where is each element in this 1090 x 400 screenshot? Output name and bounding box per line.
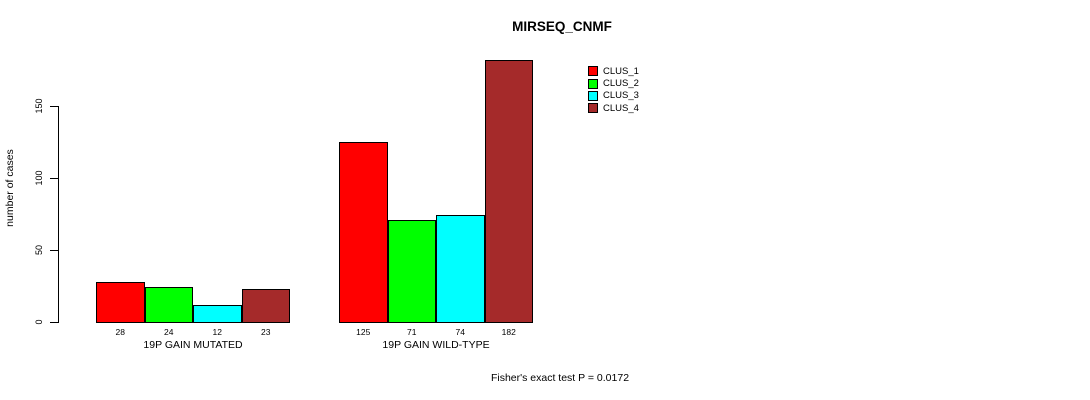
bar-clus_3 (436, 215, 485, 323)
y-axis-label: number of cases (4, 149, 16, 227)
bar-clus_3 (193, 304, 242, 323)
bar-value-label: 12 (212, 327, 222, 337)
bar-value-label: 71 (407, 327, 417, 337)
y-tick-mark (50, 250, 58, 251)
bar-clus_4 (241, 288, 290, 323)
y-tick-mark (50, 178, 58, 179)
legend-label: CLUS_2 (603, 78, 639, 90)
y-axis-line (58, 106, 59, 323)
annotation-text: Fisher's exact test P = 0.0172 (490, 372, 630, 384)
bar-value-label: 28 (115, 327, 125, 337)
bar-value-label: 74 (455, 327, 465, 337)
bar-value-label: 125 (356, 327, 371, 337)
legend-label: CLUS_3 (603, 90, 639, 102)
bar-clus_2 (387, 219, 436, 323)
bar-clus_4 (484, 59, 533, 323)
y-tick-mark (50, 322, 58, 323)
legend-item-clus_3: CLUS_3 (588, 90, 639, 102)
legend-swatch (588, 90, 598, 101)
legend-label: CLUS_1 (603, 65, 639, 77)
legend-swatch (588, 103, 598, 114)
bar-value-label: 182 (501, 327, 516, 337)
y-tick-label: 50 (34, 244, 44, 256)
legend-item-clus_2: CLUS_2 (588, 77, 639, 89)
legend-label: CLUS_4 (603, 102, 639, 114)
group-label: 19P GAIN MUTATED (143, 339, 243, 351)
bar-value-label: 23 (261, 327, 271, 337)
legend: CLUS_1 CLUS_2 CLUS_3 CLUS_4 (588, 65, 639, 115)
y-tick-mark (50, 106, 58, 107)
chart-title: MIRSEQ_CNMF (512, 19, 612, 34)
bar-clus_1 (96, 281, 145, 323)
group-label: 19P GAIN WILD-TYPE (382, 339, 490, 351)
y-tick-label: 0 (34, 319, 44, 325)
legend-item-clus_1: CLUS_1 (588, 65, 639, 77)
bar-clus_1 (339, 142, 388, 323)
y-tick-label: 150 (34, 98, 44, 114)
y-tick-label: 100 (34, 170, 44, 186)
legend-swatch (588, 66, 598, 77)
legend-item-clus_4: CLUS_4 (588, 102, 639, 114)
bar-value-label: 24 (164, 327, 174, 337)
legend-swatch (588, 78, 598, 89)
bar-clus_2 (144, 287, 193, 323)
